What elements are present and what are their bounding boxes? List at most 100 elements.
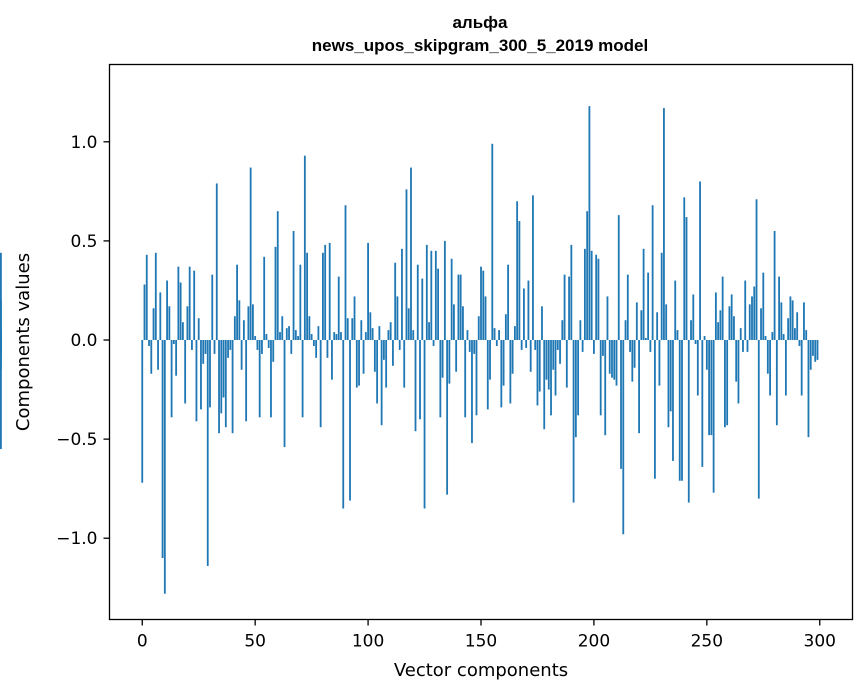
bar: [401, 248, 403, 341]
bar: [812, 340, 814, 356]
bar: [597, 258, 600, 341]
bar: [570, 244, 573, 341]
bar: [653, 340, 656, 479]
bar: [281, 316, 284, 341]
bar: [633, 340, 636, 368]
bar: [367, 242, 369, 341]
bar: [166, 280, 168, 341]
bar: [423, 340, 426, 509]
bar: [376, 340, 379, 404]
bar: [563, 274, 566, 341]
y-axis-ticks: −1.0 −0.5 0.0 0.5 1.0: [56, 133, 110, 549]
bar: [317, 326, 320, 341]
bar: [231, 340, 234, 434]
bar: [595, 254, 598, 341]
bar: [161, 340, 164, 559]
bar: [482, 270, 485, 341]
x-tick-label: 0: [137, 632, 148, 652]
bar: [297, 336, 299, 341]
bar: [0, 330, 2, 341]
bar: [513, 326, 516, 341]
bar: [369, 312, 372, 341]
bar: [209, 340, 211, 408]
bar: [306, 252, 309, 341]
bar: [233, 316, 236, 341]
bar: [775, 340, 778, 426]
bar: [407, 308, 410, 341]
bar: [459, 274, 462, 341]
bar: [590, 250, 593, 341]
bar: [581, 340, 584, 352]
bar: [523, 288, 525, 341]
bar: [507, 264, 510, 341]
bar: [656, 312, 659, 341]
bar: [439, 340, 442, 418]
bar: [279, 332, 281, 341]
bar: [699, 181, 701, 341]
bar: [527, 280, 530, 341]
bar: [471, 340, 473, 444]
bar: [624, 320, 627, 341]
bar: [789, 296, 792, 341]
bar: [211, 274, 214, 341]
bar: [583, 248, 586, 341]
bar: [473, 340, 476, 354]
bar: [615, 340, 618, 386]
bar: [586, 211, 589, 341]
bar: [529, 340, 532, 372]
x-axis-label: Vector components: [394, 660, 568, 681]
bar: [534, 340, 537, 350]
bar: [441, 340, 444, 378]
bar: [602, 340, 604, 356]
bar: [261, 340, 263, 354]
bar: [805, 330, 808, 341]
bar: [430, 250, 433, 341]
bar: [416, 264, 419, 341]
bar: [500, 340, 503, 408]
bar: [177, 266, 180, 341]
bar: [419, 340, 421, 420]
bar: [204, 340, 207, 354]
bar: [565, 340, 568, 388]
bar: [229, 340, 232, 350]
bar: [448, 340, 451, 384]
bar: [782, 334, 785, 341]
bar: [629, 340, 631, 352]
bar: [710, 340, 713, 436]
bar: [457, 274, 460, 341]
bar: [265, 334, 268, 341]
bar: [642, 248, 645, 341]
bar: [256, 340, 259, 350]
bar: [757, 340, 760, 499]
bar: [577, 340, 580, 416]
bar: [371, 328, 374, 341]
bar: [626, 274, 629, 341]
bar: [737, 340, 740, 404]
bar: [604, 340, 607, 436]
bar: [631, 340, 634, 382]
bar: [274, 246, 277, 341]
x-tick-label: 300: [804, 632, 836, 652]
bar: [579, 320, 582, 341]
bar: [730, 294, 733, 341]
bar: [744, 280, 747, 341]
bar: [270, 340, 272, 418]
bar: [491, 143, 494, 341]
bar: [672, 340, 674, 461]
bar: [215, 183, 218, 341]
bar: [561, 320, 564, 341]
bar: [179, 282, 182, 341]
bar: [252, 304, 254, 341]
bar: [389, 322, 392, 341]
bar: [360, 320, 363, 341]
bar: [285, 328, 288, 341]
bar: [622, 340, 625, 535]
bar: [310, 334, 313, 341]
bar: [455, 340, 458, 372]
bar: [446, 340, 449, 495]
bar: [242, 320, 245, 341]
bar: [437, 268, 439, 341]
bar: [780, 302, 783, 341]
x-tick-label: 250: [691, 632, 723, 652]
